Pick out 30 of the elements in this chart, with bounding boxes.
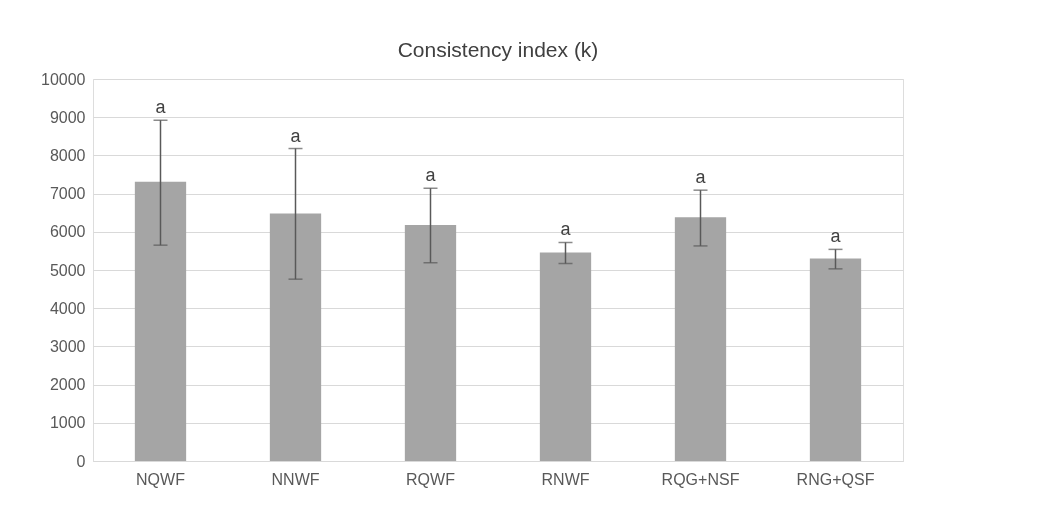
y-tick-label: 3000 bbox=[49, 337, 86, 355]
annotation: a bbox=[425, 165, 437, 186]
y-tick-label: 10000 bbox=[41, 70, 86, 88]
annotation: a bbox=[290, 125, 302, 146]
y-tick-label: 9000 bbox=[49, 108, 86, 126]
x-tick-label: RQWF bbox=[406, 470, 456, 488]
y-tick-label: 0 bbox=[76, 452, 86, 470]
x-tick-label: RQG+NSF bbox=[661, 470, 740, 488]
bar bbox=[539, 252, 592, 461]
x-tick-label: NQWF bbox=[136, 470, 186, 488]
annotation: a bbox=[830, 226, 842, 247]
bar bbox=[134, 181, 187, 461]
x-tick-label: RNWF bbox=[541, 470, 590, 488]
annotation: a bbox=[695, 167, 707, 188]
annotation: a bbox=[560, 219, 572, 240]
bar bbox=[404, 224, 457, 461]
y-tick-label: 8000 bbox=[49, 146, 86, 164]
x-tick-label: NNWF bbox=[271, 470, 320, 488]
x-tick-label: RNG+QSF bbox=[796, 470, 875, 488]
bar bbox=[269, 213, 322, 461]
annotation: a bbox=[155, 97, 167, 118]
bar bbox=[809, 258, 862, 461]
y-tick-label: 6000 bbox=[49, 223, 86, 241]
y-tick-label: 2000 bbox=[49, 376, 86, 394]
bar bbox=[674, 217, 727, 461]
y-tick-label: 1000 bbox=[49, 414, 86, 432]
y-tick-label: 4000 bbox=[49, 299, 86, 317]
y-tick-label: 7000 bbox=[49, 185, 86, 203]
y-tick-label: 5000 bbox=[49, 261, 86, 279]
chart-title: Consistency index (k) bbox=[397, 38, 599, 61]
